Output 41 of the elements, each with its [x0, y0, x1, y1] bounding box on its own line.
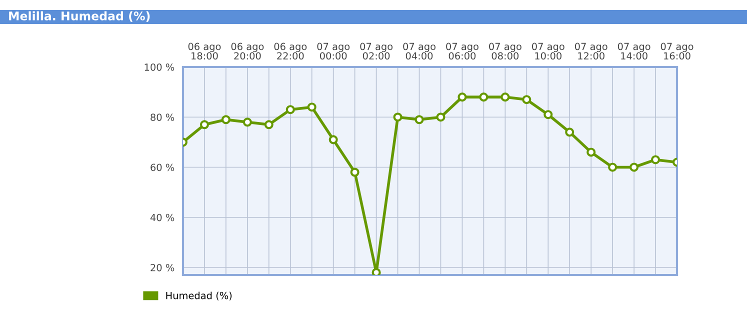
y-tick-label: 40 %	[150, 214, 174, 222]
x-tick-label: 07 ago 04:00	[403, 42, 436, 60]
point	[372, 268, 381, 275]
point	[393, 112, 402, 122]
point	[350, 168, 360, 177]
point	[565, 128, 574, 137]
x-tick-label: 07 ago 00:00	[317, 42, 350, 60]
x-tick-label: 07 ago 16:00	[660, 42, 694, 60]
y-tick-label: 100 %	[144, 63, 174, 71]
point	[651, 155, 660, 164]
point	[630, 162, 639, 172]
point	[286, 105, 295, 114]
point	[522, 95, 532, 104]
x-tick-label: 07 ago 12:00	[574, 42, 608, 60]
point	[200, 120, 209, 130]
point	[479, 92, 488, 102]
point	[328, 135, 338, 144]
point	[436, 112, 446, 122]
point	[307, 102, 316, 112]
x-tick-label: 06 ago 18:00	[188, 42, 221, 60]
x-tick-label: 07 ago 02:00	[360, 42, 393, 60]
point	[242, 118, 252, 127]
legend-label: Humedad (%)	[166, 292, 232, 300]
point	[586, 148, 596, 157]
text: Melilla. Humedad (%)	[9, 11, 150, 22]
point	[458, 92, 467, 102]
y-tick-label: 80 %	[150, 114, 174, 121]
x-tick-label: 07 ago 10:00	[532, 42, 564, 60]
y-tick-label: 60 %	[150, 164, 174, 172]
point	[221, 115, 230, 124]
point	[608, 162, 618, 172]
y-tick-label: 20 %	[150, 264, 174, 272]
point	[414, 115, 424, 124]
point	[264, 120, 274, 130]
x-tick-label: 07 ago 14:00	[618, 42, 650, 60]
x-tick-label: 07 ago 08:00	[489, 42, 522, 60]
point	[500, 92, 510, 102]
x-tick-label: 07 ago 06:00	[446, 42, 478, 60]
point	[544, 110, 553, 120]
x-tick-label: 06 ago 20:00	[231, 42, 264, 60]
x-tick-label: 06 ago 22:00	[274, 42, 307, 60]
